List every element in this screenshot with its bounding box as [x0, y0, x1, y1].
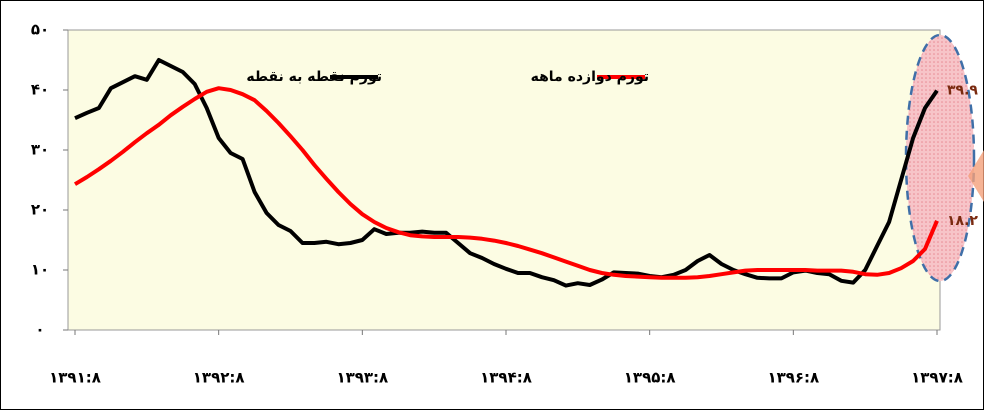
plot-area: [67, 29, 941, 331]
series-line: [74, 58, 939, 288]
x-tick-label: ۱۳۹۶:۸: [767, 369, 819, 387]
x-tick-label: ۱۳۹۴:۸: [480, 369, 532, 387]
highlight: [904, 33, 976, 283]
x-tick-label: ۱۳۹۳:۸: [336, 369, 388, 387]
y-tick-label: ۲۰: [31, 201, 49, 219]
x-tick-label: ۱۳۹۱:۸: [49, 369, 101, 387]
y-tick-label: ۰: [35, 321, 44, 339]
y-tick-label: ۵۰: [31, 21, 49, 39]
data-label: ۱۸.۲: [947, 213, 978, 229]
legend-label: تورم نقطه به نقطه: [246, 69, 382, 85]
legend-label: تورم دوازده ماهه: [531, 69, 649, 85]
y-tick-label: ۳۰: [31, 141, 49, 159]
series-line: [73, 86, 939, 280]
x-tick-label: ۱۳۹۲:۸: [193, 369, 245, 387]
y-tick-label: ۴۰: [31, 81, 49, 99]
x-tick-label: ۱۳۹۵:۸: [624, 369, 676, 387]
x-tick-label: ۱۳۹۷:۸: [911, 369, 963, 387]
data-label: ۳۹.۹: [947, 83, 978, 99]
highlight-marker: [968, 150, 984, 202]
y-tick-label: ۱۰: [31, 261, 49, 279]
